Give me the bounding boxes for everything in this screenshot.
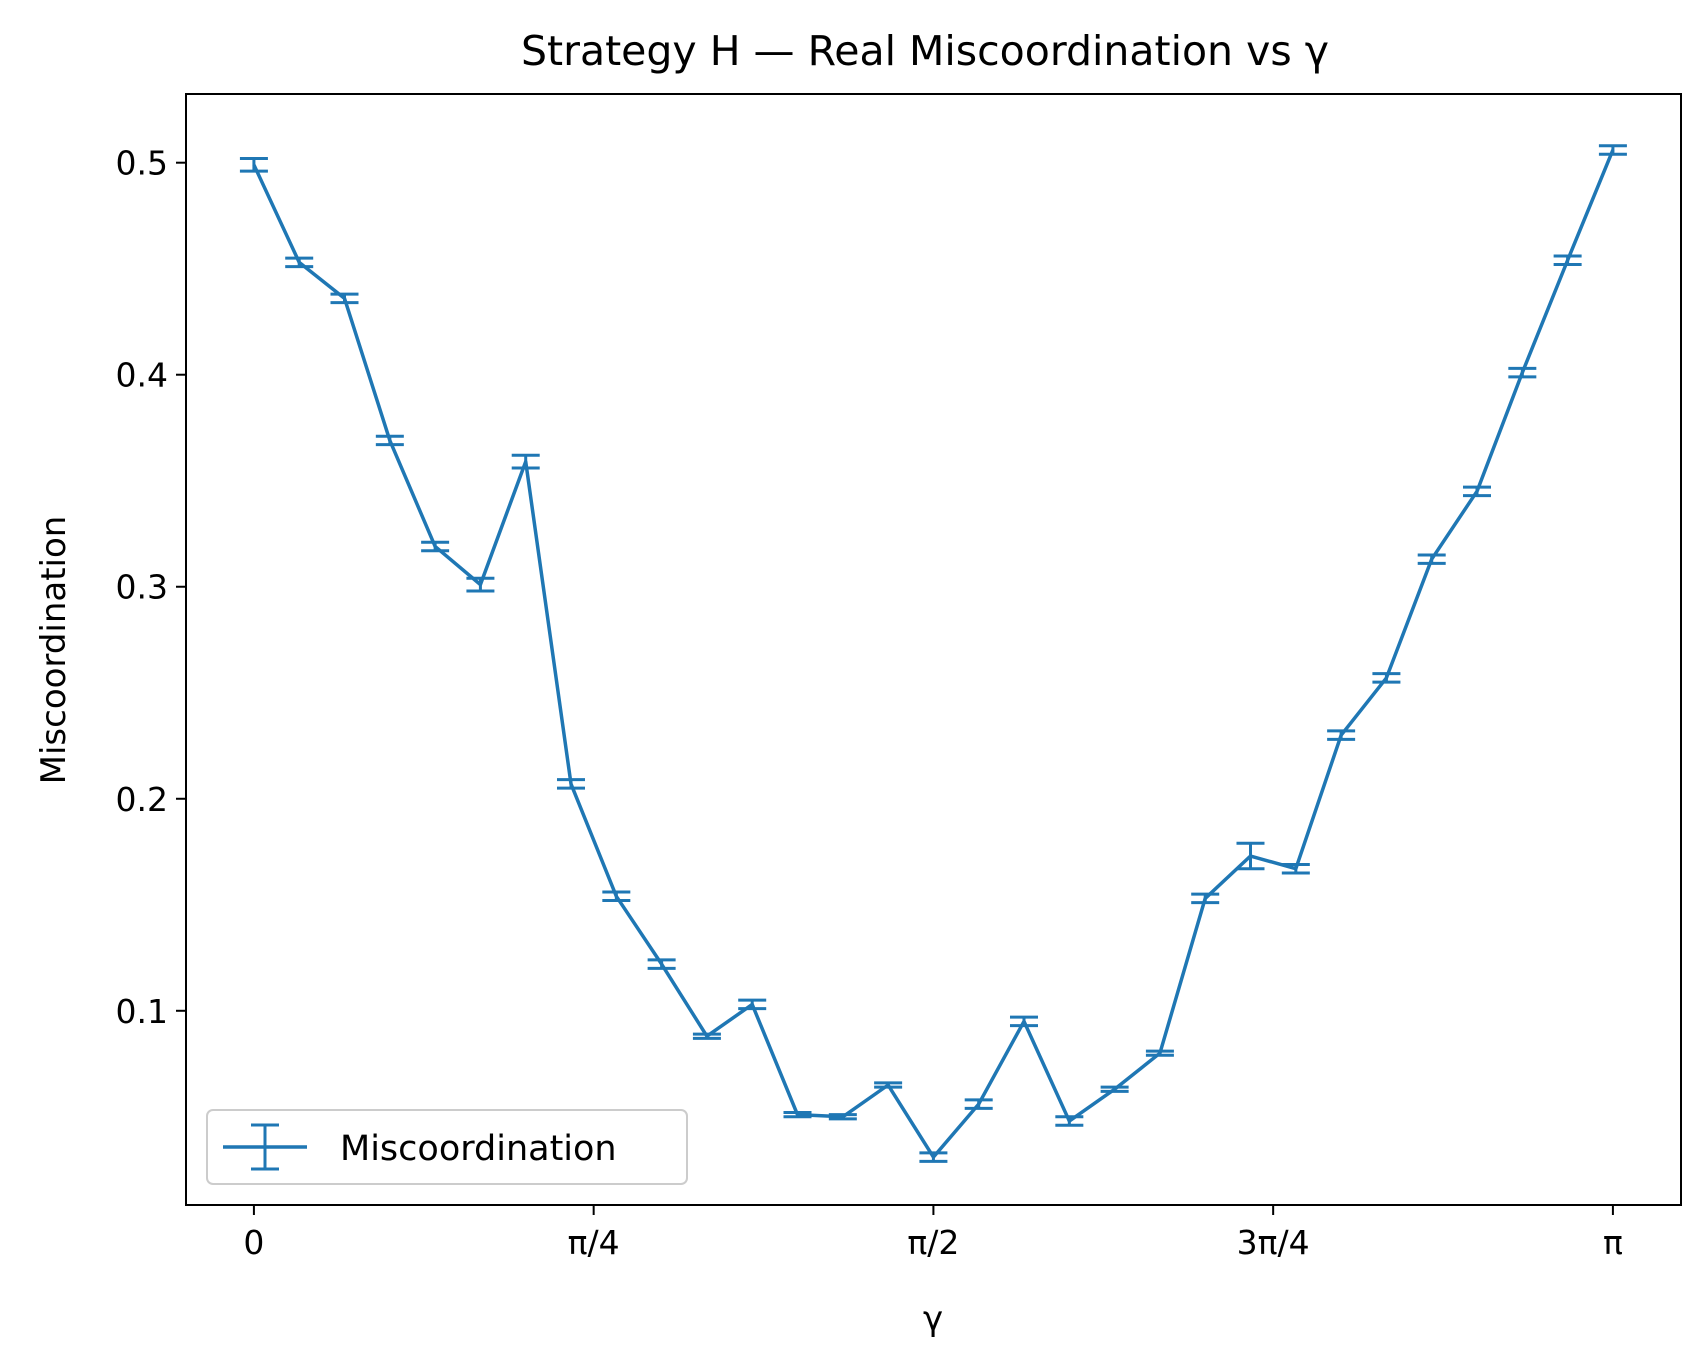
error-bar — [1372, 672, 1401, 684]
error-bar — [1281, 862, 1310, 875]
error-bar — [828, 1113, 857, 1121]
y-tick-label: 0.4 — [116, 356, 168, 395]
x-tick-label: 0 — [243, 1223, 264, 1262]
error-bar — [647, 958, 676, 970]
y-tick-label: 0.1 — [116, 992, 168, 1031]
error-bar — [1145, 1049, 1174, 1057]
x-tick-label: π/4 — [568, 1223, 620, 1262]
y-tick-label: 0.5 — [116, 144, 168, 183]
error-bar — [919, 1151, 948, 1163]
error-bar — [1327, 729, 1356, 741]
error-bar — [874, 1081, 903, 1089]
error-bar — [1100, 1085, 1129, 1093]
error-bar — [330, 292, 359, 305]
legend-label: Miscoordination — [340, 1129, 617, 1169]
error-bar — [511, 453, 540, 470]
error-bar — [1055, 1115, 1084, 1127]
error-bar — [602, 890, 631, 903]
error-bar — [421, 540, 450, 553]
error-bar — [1417, 553, 1446, 565]
legend: Miscoordination — [206, 1109, 688, 1185]
x-axis-label: γ — [923, 1299, 943, 1339]
x-tick-label: π — [1603, 1223, 1623, 1262]
x-axis: 0 π/4 π/2 3π/4 π — [243, 1205, 1623, 1262]
error-bar — [285, 256, 314, 269]
error-bar — [556, 778, 585, 790]
x-tick-label: 3π/4 — [1237, 1223, 1310, 1262]
y-tick-label: 0.3 — [116, 568, 168, 607]
error-bar — [239, 156, 268, 173]
error-bar — [1598, 144, 1627, 156]
error-bar — [466, 576, 495, 593]
legend-box — [206, 1109, 688, 1185]
chart-title: Strategy H — Real Miscoordination vs γ — [521, 27, 1329, 75]
error-bar — [1236, 841, 1265, 871]
legend-swatch — [223, 1123, 307, 1171]
error-bar — [964, 1098, 993, 1110]
series-layer — [239, 144, 1627, 1163]
error-bar — [738, 998, 767, 1011]
y-tick-label: 0.2 — [116, 780, 168, 819]
error-bar — [692, 1032, 721, 1040]
x-tick-label: π/2 — [907, 1223, 959, 1262]
error-bar — [1009, 1015, 1038, 1028]
error-bar — [1191, 892, 1220, 905]
y-axis-label: Miscoordination — [34, 516, 74, 785]
error-bar — [1553, 254, 1582, 266]
series-line — [252, 149, 1615, 1159]
error-bar — [1508, 366, 1537, 379]
error-bar — [1462, 485, 1491, 498]
plot-frame — [185, 93, 1682, 1206]
error-bar — [375, 434, 404, 447]
y-axis: 0.1 0.2 0.3 0.4 0.5 — [116, 144, 186, 1031]
error-bar — [783, 1111, 812, 1119]
